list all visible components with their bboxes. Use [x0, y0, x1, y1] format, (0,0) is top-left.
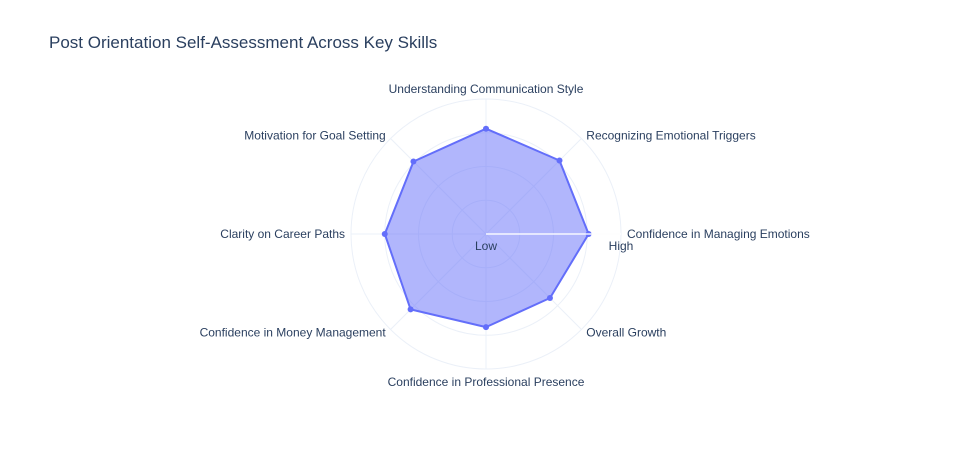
data-point: [483, 125, 489, 132]
category-label: Confidence in Money Management: [200, 325, 387, 339]
data-point: [556, 157, 563, 164]
data-point: [546, 294, 553, 301]
chart-title: Post Orientation Self-Assessment Across …: [49, 33, 438, 52]
data-point: [381, 231, 388, 237]
data-point: [407, 306, 414, 313]
category-label: Clarity on Career Paths: [220, 227, 345, 241]
data-point: [410, 158, 417, 165]
radar-labels: Confidence in Managing Emotions Recognizi…: [200, 82, 810, 389]
radial-tick-label: High: [609, 239, 634, 253]
radar-series: [381, 125, 621, 331]
category-label: Understanding Communication Style: [389, 82, 584, 96]
category-label: Overall Growth: [586, 325, 666, 339]
category-label: Confidence in Professional Presence: [388, 375, 585, 389]
data-point: [483, 324, 489, 331]
radial-tick-label: Low: [475, 239, 497, 253]
category-label: Recognizing Emotional Triggers: [586, 129, 755, 143]
category-label: Confidence in Managing Emotions: [627, 227, 810, 241]
category-label: Motivation for Goal Setting: [244, 129, 385, 143]
